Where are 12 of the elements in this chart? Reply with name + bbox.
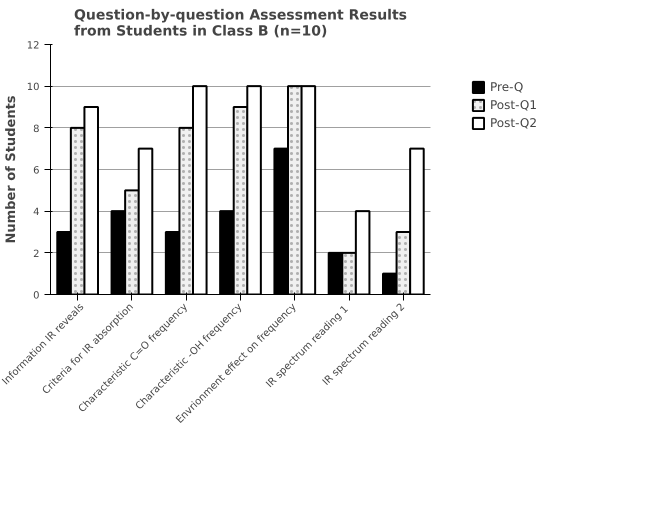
y-tick-label: 10 [26,82,40,94]
legend-label: Post-Q2 [490,116,537,130]
y-tick-label: 12 [26,40,40,52]
legend-label: Pre-Q [490,80,524,94]
y-tick-label: 6 [33,166,40,176]
y-tick-label: 2 [33,248,40,260]
chart-title: Question-by-question Assessment Results from Students in Class B (n=10) [74,8,408,40]
y-tick-label: 4 [33,207,40,218]
y-axis-title: Number of Students [4,95,19,244]
y-tick-label: 0 [33,290,40,302]
y-tick-label: 8 [33,124,40,135]
legend-label: Post-Q1 [490,98,537,112]
